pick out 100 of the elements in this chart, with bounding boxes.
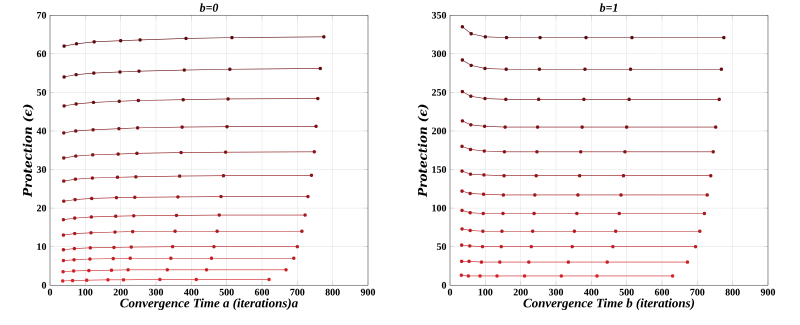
point xyxy=(533,193,536,197)
x-axis-title: Convergence Time b (iterations) xyxy=(524,298,694,310)
point xyxy=(628,67,632,71)
point xyxy=(212,244,216,248)
point xyxy=(74,72,78,76)
point xyxy=(694,244,698,248)
point xyxy=(578,174,582,178)
point xyxy=(504,67,508,71)
point xyxy=(225,124,229,128)
point xyxy=(117,126,121,130)
point xyxy=(72,269,76,273)
point xyxy=(73,198,77,202)
point xyxy=(87,268,91,272)
point xyxy=(466,274,470,278)
y-tick-label: 100 xyxy=(432,204,446,212)
x-tick-label: 0 xyxy=(448,288,452,296)
point xyxy=(91,128,95,132)
x-tick-label: 800 xyxy=(726,288,740,296)
x-tick-label: 700 xyxy=(290,288,304,296)
point xyxy=(118,38,122,42)
x-tick-label: 800 xyxy=(326,288,340,296)
point xyxy=(73,232,76,236)
point xyxy=(128,256,132,260)
point xyxy=(62,156,66,160)
point xyxy=(460,273,464,277)
point xyxy=(469,94,473,98)
point xyxy=(470,64,473,67)
point xyxy=(618,212,621,216)
point xyxy=(194,278,198,282)
point xyxy=(722,36,726,40)
point xyxy=(527,260,530,264)
point xyxy=(292,256,296,260)
point xyxy=(614,229,618,233)
point xyxy=(480,260,484,264)
point xyxy=(62,233,66,237)
x-tick-label: 600 xyxy=(254,288,270,296)
point xyxy=(718,98,721,101)
point xyxy=(222,174,226,178)
point xyxy=(468,244,472,248)
point xyxy=(176,195,180,198)
point xyxy=(134,175,138,178)
point xyxy=(74,129,78,133)
point xyxy=(90,215,94,219)
point xyxy=(623,150,627,154)
point xyxy=(116,175,120,179)
point xyxy=(619,193,623,197)
x-tick-label: 0 xyxy=(48,288,52,296)
point xyxy=(116,152,120,156)
x-tick-label: 500 xyxy=(620,288,634,296)
point xyxy=(536,125,540,129)
x-tick-label: 300 xyxy=(148,288,164,296)
point xyxy=(133,195,136,199)
point xyxy=(468,228,472,232)
point xyxy=(606,260,609,264)
point xyxy=(88,257,92,261)
point xyxy=(560,274,563,278)
point xyxy=(483,66,487,70)
point xyxy=(538,67,542,71)
point xyxy=(92,71,96,75)
point xyxy=(720,67,724,71)
x-tick-label: 400 xyxy=(584,288,598,296)
point xyxy=(184,36,188,40)
x-tick-label: 900 xyxy=(760,288,776,296)
point xyxy=(132,214,136,218)
point xyxy=(174,214,178,218)
point xyxy=(91,153,94,156)
point xyxy=(70,278,74,282)
point xyxy=(482,212,485,216)
point xyxy=(460,189,464,193)
y-tick-label: 350 xyxy=(432,12,446,18)
point xyxy=(482,192,486,196)
point xyxy=(312,150,316,154)
y-tick-label: 150 xyxy=(432,166,446,173)
point xyxy=(122,278,126,282)
point xyxy=(611,244,615,248)
point xyxy=(572,229,576,233)
point xyxy=(228,67,232,71)
point xyxy=(72,258,76,262)
point xyxy=(482,124,486,128)
point xyxy=(310,174,314,177)
point xyxy=(62,75,66,79)
point xyxy=(498,260,502,264)
point xyxy=(686,260,690,264)
point xyxy=(500,244,503,248)
point xyxy=(530,244,533,248)
point xyxy=(137,69,141,73)
point xyxy=(169,256,173,260)
point xyxy=(468,148,472,152)
y-tick-label: 70 xyxy=(37,12,46,18)
point xyxy=(480,244,484,248)
point xyxy=(300,229,304,233)
point xyxy=(180,125,184,129)
point xyxy=(62,258,66,262)
point xyxy=(469,122,473,126)
y-tick-label: 300 xyxy=(432,50,446,58)
point xyxy=(470,32,473,36)
chart-title: b=1 xyxy=(600,3,618,12)
point xyxy=(62,218,66,222)
point xyxy=(210,256,214,260)
point xyxy=(536,98,540,101)
